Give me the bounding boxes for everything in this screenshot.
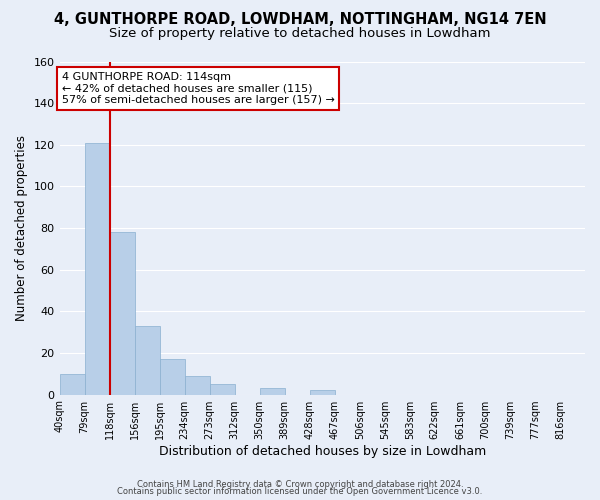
Bar	[185, 376, 209, 394]
Bar	[134, 326, 160, 394]
Text: 4, GUNTHORPE ROAD, LOWDHAM, NOTTINGHAM, NG14 7EN: 4, GUNTHORPE ROAD, LOWDHAM, NOTTINGHAM, …	[53, 12, 547, 28]
Text: Size of property relative to detached houses in Lowdham: Size of property relative to detached ho…	[109, 28, 491, 40]
Bar	[209, 384, 235, 394]
Bar	[160, 359, 185, 394]
Text: 4 GUNTHORPE ROAD: 114sqm
← 42% of detached houses are smaller (115)
57% of semi-: 4 GUNTHORPE ROAD: 114sqm ← 42% of detach…	[62, 72, 334, 105]
X-axis label: Distribution of detached houses by size in Lowdham: Distribution of detached houses by size …	[158, 444, 486, 458]
Bar	[310, 390, 335, 394]
Bar	[260, 388, 285, 394]
Y-axis label: Number of detached properties: Number of detached properties	[15, 135, 28, 321]
Text: Contains public sector information licensed under the Open Government Licence v3: Contains public sector information licen…	[118, 488, 482, 496]
Text: Contains HM Land Registry data © Crown copyright and database right 2024.: Contains HM Land Registry data © Crown c…	[137, 480, 463, 489]
Bar	[110, 232, 134, 394]
Bar	[59, 374, 85, 394]
Bar	[85, 142, 110, 394]
